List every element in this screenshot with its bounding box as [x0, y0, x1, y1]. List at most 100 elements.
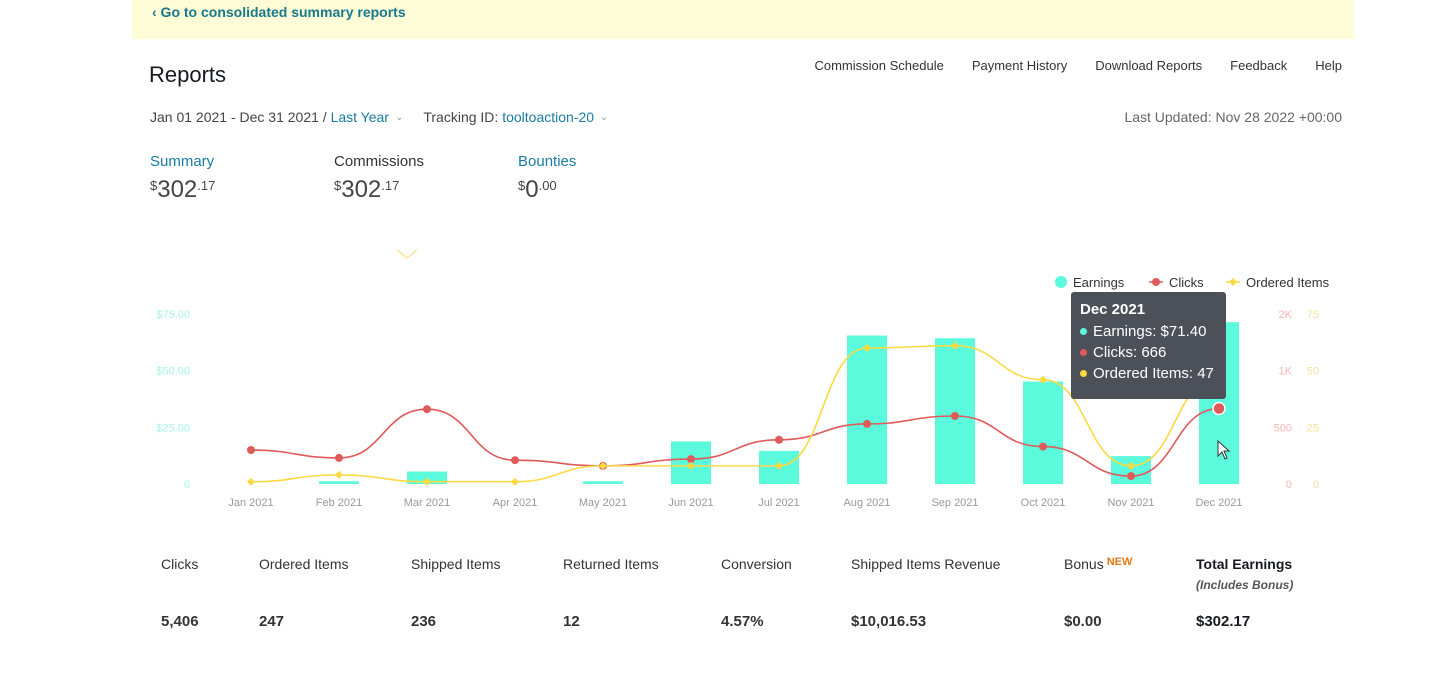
ordered-items-point — [599, 461, 607, 470]
clicks-point — [687, 455, 695, 464]
earnings-bar — [1023, 381, 1063, 484]
chart-tooltip: Dec 2021 Earnings: $71.40 Clicks: 666 Or… — [1071, 292, 1226, 399]
earnings-chart: 0 $25.00 $50.00 $75.00 0 500 1K 2K 0 25 50 75 Jan 20… — [156, 275, 1330, 509]
kpi-commissions[interactable]: Commissions $302.17 — [334, 153, 424, 204]
ordered-items-point — [335, 470, 343, 479]
tooltip-clicks-row: Clicks: 666 — [1080, 344, 1217, 361]
y-right-items-tick-label: 75 — [1307, 309, 1319, 321]
clicks-point — [1212, 401, 1226, 416]
legend-earnings-marker — [1055, 276, 1067, 288]
ordered-items-point — [1127, 461, 1135, 470]
legend-ordered-marker — [1229, 278, 1237, 286]
tracking-label: Tracking ID: — [423, 109, 499, 125]
ordered-items-point — [775, 461, 783, 470]
kpi-summary-value: $302.17 — [150, 176, 216, 203]
x-tick-label: Nov 2021 — [1107, 497, 1154, 509]
earnings-bar — [847, 335, 887, 484]
tracking-id-dropdown[interactable]: tooltoaction-20 — [502, 109, 595, 125]
stat-total-earnings: Total Earnings (Includes Bonus) $302.17 — [1196, 556, 1294, 630]
ordered-items-point — [423, 477, 431, 486]
top-nav: Commission Schedule Payment History Down… — [814, 58, 1342, 73]
y-right-items-tick-label: 50 — [1307, 366, 1319, 378]
stat-returned-items: Returned Items 12 — [563, 556, 659, 630]
x-tick-label: Jul 2021 — [758, 497, 800, 509]
y-left-tick-label: $25.00 — [156, 422, 190, 434]
report-filters: Jan 01 2021 - Dec 31 2021 / Last Year ⌄ … — [150, 109, 628, 125]
clicks-point — [511, 456, 519, 465]
ordered-items-point — [863, 344, 871, 352]
ordered-items-point — [1039, 375, 1047, 384]
ordered-items-point — [511, 477, 519, 486]
y-left-tick-label: $50.00 — [156, 366, 190, 378]
kpi-bounties-label[interactable]: Bounties — [518, 153, 577, 170]
kpi-summary-label[interactable]: Summary — [150, 153, 215, 170]
clicks-point — [335, 453, 343, 462]
y-left-tick-label: $75.00 — [156, 309, 190, 321]
x-tick-label: Sep 2021 — [931, 497, 978, 509]
legend-clicks-marker — [1152, 278, 1160, 286]
x-tick-label: Jan 2021 — [228, 497, 273, 509]
help-link[interactable]: Help — [1315, 58, 1342, 73]
page-title: Reports — [149, 62, 227, 87]
clicks-point — [775, 435, 783, 444]
download-reports-link[interactable]: Download Reports — [1095, 58, 1203, 73]
y-right-clicks-tick-label: 1K — [1279, 366, 1293, 378]
legend-clicks-label: Clicks — [1169, 275, 1204, 290]
tooltip-earnings-row: Earnings: $71.40 — [1080, 323, 1217, 340]
feedback-link[interactable]: Feedback — [1230, 58, 1288, 73]
back-to-consolidated-link[interactable]: ‹ Go to consolidated summary reports — [152, 4, 406, 20]
legend-earnings-label: Earnings — [1073, 275, 1125, 290]
earnings-bar — [935, 338, 975, 484]
tooltip-ordered-row: Ordered Items: 47 — [1080, 365, 1217, 382]
y-right-clicks-tick-label: 500 — [1274, 422, 1292, 434]
mouse-cursor-icon — [1217, 440, 1231, 460]
stat-ordered-items: Ordered Items 247 — [259, 556, 349, 630]
payment-history-link[interactable]: Payment History — [971, 58, 1068, 73]
x-tick-label: Feb 2021 — [316, 497, 362, 509]
kpi-summary[interactable]: Summary $302.17 — [150, 153, 215, 204]
x-tick-label: Apr 2021 — [493, 497, 538, 509]
chevron-down-icon[interactable]: ⌄ — [394, 111, 404, 123]
x-tick-label: Jun 2021 — [668, 497, 713, 509]
stat-bonus: Bonus NEW $0.00 — [1064, 556, 1133, 630]
ordered-items-point — [247, 477, 255, 486]
chevron-down-icon[interactable]: ⌄ — [600, 111, 609, 123]
new-badge: NEW — [1106, 556, 1133, 568]
date-range-text: Jan 01 2021 - Dec 31 2021 / — [150, 109, 327, 125]
clicks-point — [951, 412, 959, 420]
clicks-point — [247, 446, 255, 454]
y-right-clicks-tick-label: 0 — [1286, 479, 1292, 491]
y-left-tick-label: 0 — [184, 479, 190, 491]
y-right-items-tick-label: 0 — [1313, 479, 1319, 491]
kpi-bounties[interactable]: Bounties $0.00 — [518, 153, 576, 204]
legend-ordered-label: Ordered Items — [1246, 275, 1330, 290]
stat-shipped-revenue: Shipped Items Revenue $10,016.53 — [851, 556, 1001, 630]
consolidated-reports-banner: ‹ Go to consolidated summary reports — [132, 0, 1354, 39]
period-dropdown[interactable]: Last Year — [330, 109, 389, 125]
clicks-point — [863, 419, 871, 428]
commission-schedule-link[interactable]: Commission Schedule — [814, 58, 944, 73]
x-tick-label: Mar 2021 — [404, 497, 450, 509]
earnings-bar — [583, 481, 623, 484]
y-right-items-tick-label: 25 — [1307, 422, 1319, 434]
kpi-bounties-value: $0.00 — [518, 176, 557, 203]
clicks-point — [1127, 472, 1135, 481]
kpi-commissions-label[interactable]: Commissions — [334, 153, 425, 170]
stat-shipped-items: Shipped Items 236 — [411, 556, 501, 630]
selected-kpi-chevron-icon — [396, 249, 418, 259]
kpi-commissions-value: $302.17 — [334, 176, 400, 203]
last-updated: Last Updated: Nov 28 2022 +00:00 — [1124, 109, 1342, 125]
stat-clicks: Clicks 5,406 — [161, 556, 199, 630]
clicks-point — [1039, 442, 1047, 451]
clicks-line — [250, 407, 1220, 477]
earnings-bar — [319, 481, 359, 484]
x-tick-label: Oct 2021 — [1021, 497, 1066, 509]
x-tick-label: Dec 2021 — [1195, 497, 1242, 509]
x-tick-label: May 2021 — [579, 497, 627, 509]
x-tick-label: Aug 2021 — [843, 497, 890, 509]
clicks-point — [423, 405, 431, 414]
y-right-clicks-tick-label: 2K — [1279, 309, 1293, 321]
tooltip-title: Dec 2021 — [1080, 301, 1146, 318]
stat-conversion: Conversion 4.57% — [721, 556, 792, 630]
ordered-items-point — [951, 341, 959, 350]
